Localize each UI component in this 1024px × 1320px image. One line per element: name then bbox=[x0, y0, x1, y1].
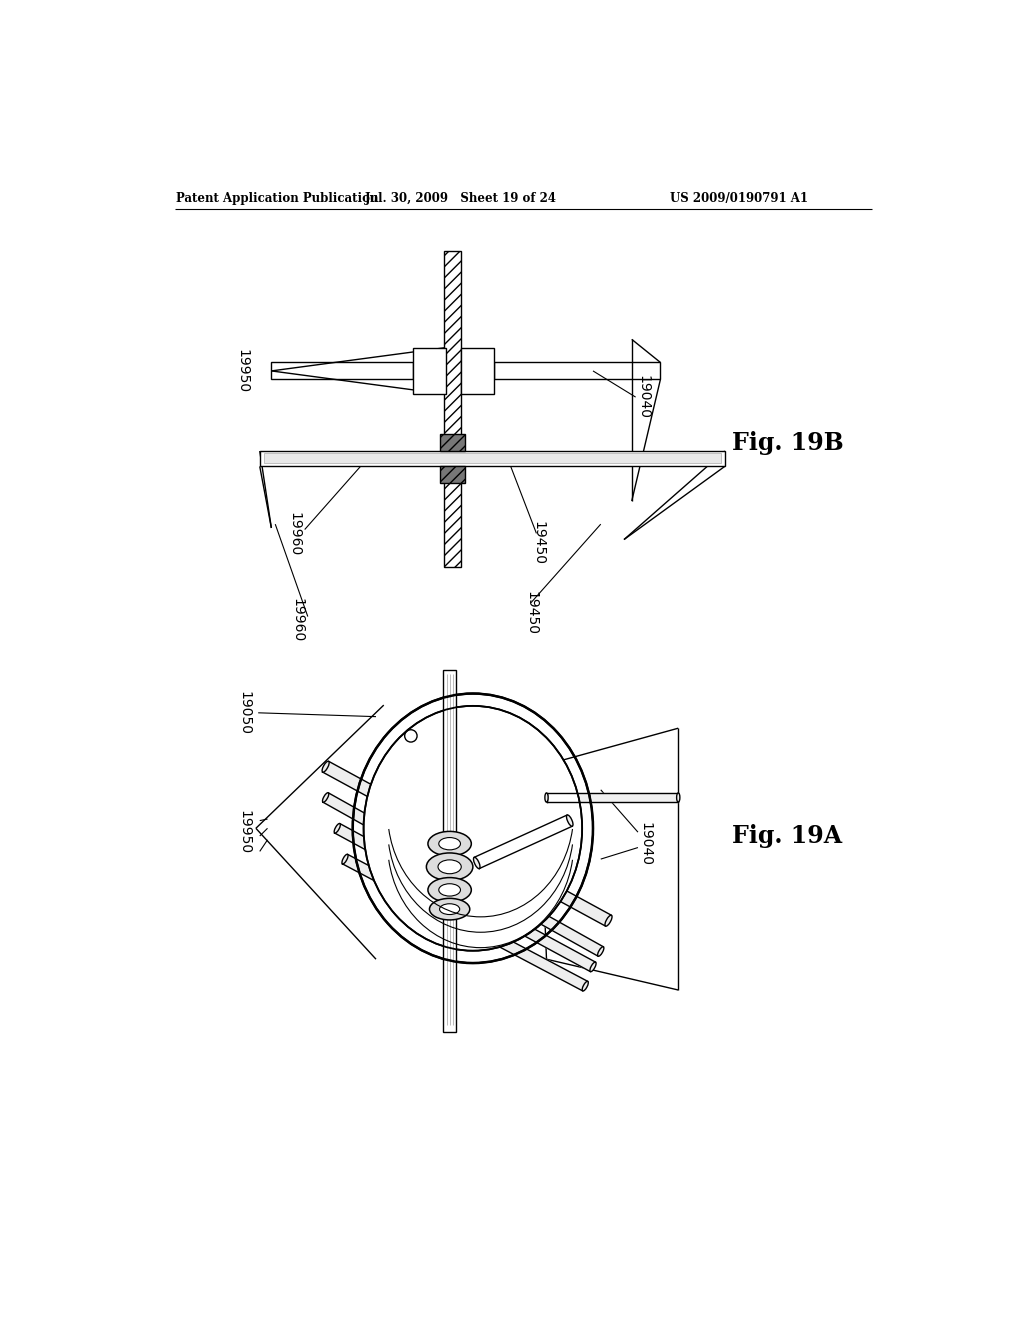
Bar bbox=[440, 466, 465, 483]
Ellipse shape bbox=[566, 814, 573, 826]
Polygon shape bbox=[342, 854, 588, 991]
Bar bbox=[443, 671, 456, 1032]
Text: Fig. 19A: Fig. 19A bbox=[732, 824, 843, 847]
Text: 19960: 19960 bbox=[288, 512, 302, 556]
Bar bbox=[414, 348, 445, 395]
Ellipse shape bbox=[364, 706, 583, 950]
Ellipse shape bbox=[583, 981, 589, 991]
Text: 19950: 19950 bbox=[238, 810, 251, 854]
Ellipse shape bbox=[598, 946, 604, 956]
Ellipse shape bbox=[438, 884, 461, 896]
Text: 19450: 19450 bbox=[524, 591, 538, 635]
Ellipse shape bbox=[590, 962, 596, 972]
Text: 19040: 19040 bbox=[636, 375, 650, 420]
Text: US 2009/0190791 A1: US 2009/0190791 A1 bbox=[671, 191, 809, 205]
Ellipse shape bbox=[605, 915, 612, 927]
Polygon shape bbox=[335, 824, 596, 972]
Ellipse shape bbox=[429, 899, 470, 920]
Bar bbox=[260, 451, 725, 466]
Text: 19050: 19050 bbox=[238, 690, 251, 735]
Text: Jul. 30, 2009   Sheet 19 of 24: Jul. 30, 2009 Sheet 19 of 24 bbox=[366, 191, 557, 205]
Text: Fig. 19B: Fig. 19B bbox=[732, 432, 844, 455]
Ellipse shape bbox=[426, 853, 473, 880]
Ellipse shape bbox=[677, 793, 680, 803]
Ellipse shape bbox=[323, 762, 329, 772]
Ellipse shape bbox=[438, 837, 461, 850]
Bar bbox=[271, 363, 414, 379]
Bar bbox=[440, 434, 465, 451]
Ellipse shape bbox=[428, 878, 471, 903]
Ellipse shape bbox=[473, 857, 480, 869]
Ellipse shape bbox=[428, 832, 471, 857]
Bar bbox=[461, 348, 494, 395]
Ellipse shape bbox=[323, 793, 329, 803]
Bar bbox=[494, 363, 660, 379]
Ellipse shape bbox=[545, 793, 548, 803]
Text: 19450: 19450 bbox=[531, 521, 546, 565]
Ellipse shape bbox=[334, 824, 340, 833]
Ellipse shape bbox=[342, 854, 348, 863]
Ellipse shape bbox=[438, 859, 461, 874]
Polygon shape bbox=[323, 762, 611, 927]
Text: 19040: 19040 bbox=[639, 821, 652, 866]
Polygon shape bbox=[323, 793, 603, 956]
Text: 19960: 19960 bbox=[290, 598, 304, 643]
Text: Patent Application Publication: Patent Application Publication bbox=[176, 191, 379, 205]
Bar bbox=[444, 251, 461, 566]
Bar bbox=[263, 453, 721, 462]
Polygon shape bbox=[547, 793, 678, 803]
Polygon shape bbox=[474, 814, 572, 869]
Text: 19950: 19950 bbox=[236, 348, 250, 393]
Ellipse shape bbox=[439, 904, 460, 915]
